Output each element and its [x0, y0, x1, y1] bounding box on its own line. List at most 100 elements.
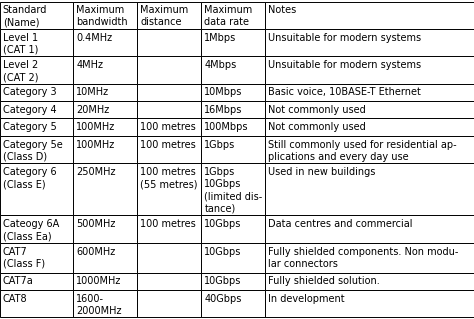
Bar — [265, 290, 474, 317]
Text: Not commonly used: Not commonly used — [268, 122, 366, 132]
Text: Fully shielded components. Non modu-
lar connectors: Fully shielded components. Non modu- lar… — [268, 247, 459, 269]
Text: Category 5: Category 5 — [3, 122, 56, 132]
Bar — [73, 290, 137, 317]
Text: 100 metres: 100 metres — [140, 219, 196, 229]
Bar — [73, 29, 137, 56]
Text: Category 5e
(Class D): Category 5e (Class D) — [3, 140, 63, 162]
Bar — [73, 2, 137, 29]
Bar — [265, 163, 474, 215]
Bar — [265, 84, 474, 101]
Text: Still commonly used for residential ap-
plications and every day use: Still commonly used for residential ap- … — [268, 140, 457, 162]
Text: Fully shielded solution.: Fully shielded solution. — [268, 277, 380, 286]
Text: Maximum
distance: Maximum distance — [140, 5, 189, 27]
Text: 1Mbps: 1Mbps — [204, 33, 237, 43]
Text: Unsuitable for modern systems: Unsuitable for modern systems — [268, 60, 421, 70]
Bar — [265, 136, 474, 163]
Text: Unsuitable for modern systems: Unsuitable for modern systems — [268, 33, 421, 43]
Bar — [0, 29, 73, 56]
Bar — [137, 215, 201, 243]
Text: 100 metres: 100 metres — [140, 122, 196, 132]
Text: 10Gbps: 10Gbps — [204, 277, 242, 286]
Bar — [137, 2, 201, 29]
Text: Category 3: Category 3 — [3, 87, 56, 98]
Text: 10MHz: 10MHz — [76, 87, 109, 98]
Text: 40Gbps: 40Gbps — [204, 294, 242, 304]
Text: 1Gbps: 1Gbps — [204, 140, 236, 150]
Bar — [0, 118, 73, 136]
Bar — [201, 56, 265, 84]
Bar — [137, 290, 201, 317]
Bar — [201, 29, 265, 56]
Bar — [73, 118, 137, 136]
Text: Cateogy 6A
(Class Ea): Cateogy 6A (Class Ea) — [3, 219, 59, 241]
Bar — [137, 118, 201, 136]
Text: 10Mbps: 10Mbps — [204, 87, 243, 98]
Bar — [73, 101, 137, 118]
Text: Notes: Notes — [268, 5, 297, 15]
Text: 600MHz: 600MHz — [76, 247, 116, 256]
Bar — [201, 2, 265, 29]
Bar — [0, 273, 73, 290]
Bar — [265, 215, 474, 243]
Text: 100MHz: 100MHz — [76, 140, 116, 150]
Text: Maximum
data rate: Maximum data rate — [204, 5, 253, 27]
Bar — [265, 101, 474, 118]
Bar — [201, 163, 265, 215]
Bar — [73, 136, 137, 163]
Bar — [137, 84, 201, 101]
Text: CAT7a: CAT7a — [3, 277, 34, 286]
Bar — [0, 136, 73, 163]
Bar — [0, 290, 73, 317]
Bar — [265, 118, 474, 136]
Text: CAT8: CAT8 — [3, 294, 27, 304]
Bar — [201, 136, 265, 163]
Bar — [0, 84, 73, 101]
Text: 10Gbps: 10Gbps — [204, 219, 242, 229]
Text: Category 4: Category 4 — [3, 105, 56, 115]
Bar — [0, 101, 73, 118]
Bar — [137, 163, 201, 215]
Bar — [137, 56, 201, 84]
Bar — [137, 243, 201, 273]
Text: 1000MHz: 1000MHz — [76, 277, 122, 286]
Text: CAT7
(Class F): CAT7 (Class F) — [3, 247, 45, 269]
Text: 100 metres: 100 metres — [140, 140, 196, 150]
Bar — [201, 290, 265, 317]
Bar — [73, 243, 137, 273]
Text: Basic voice, 10BASE-T Ethernet: Basic voice, 10BASE-T Ethernet — [268, 87, 421, 98]
Bar — [73, 56, 137, 84]
Bar — [201, 273, 265, 290]
Text: 16Mbps: 16Mbps — [204, 105, 243, 115]
Text: 1Gbps
10Gbps
(limited dis-
tance): 1Gbps 10Gbps (limited dis- tance) — [204, 167, 263, 213]
Text: 500MHz: 500MHz — [76, 219, 116, 229]
Bar — [201, 215, 265, 243]
Bar — [265, 243, 474, 273]
Bar — [73, 215, 137, 243]
Text: 20MHz: 20MHz — [76, 105, 109, 115]
Bar — [265, 2, 474, 29]
Bar — [73, 163, 137, 215]
Bar — [137, 273, 201, 290]
Bar — [73, 84, 137, 101]
Bar — [137, 29, 201, 56]
Bar — [201, 84, 265, 101]
Bar — [0, 243, 73, 273]
Bar — [0, 56, 73, 84]
Bar — [73, 273, 137, 290]
Text: Level 1
(CAT 1): Level 1 (CAT 1) — [3, 33, 38, 55]
Text: Data centres and commercial: Data centres and commercial — [268, 219, 413, 229]
Text: 250MHz: 250MHz — [76, 167, 116, 177]
Text: Not commonly used: Not commonly used — [268, 105, 366, 115]
Bar — [137, 136, 201, 163]
Text: Category 6
(Class E): Category 6 (Class E) — [3, 167, 56, 189]
Bar — [265, 29, 474, 56]
Text: 100MHz: 100MHz — [76, 122, 116, 132]
Bar — [0, 215, 73, 243]
Bar — [201, 118, 265, 136]
Text: 0.4MHz: 0.4MHz — [76, 33, 112, 43]
Text: In development: In development — [268, 294, 345, 304]
Text: Standard
(Name): Standard (Name) — [3, 5, 47, 27]
Text: Used in new buildings: Used in new buildings — [268, 167, 376, 177]
Text: Level 2
(CAT 2): Level 2 (CAT 2) — [3, 60, 38, 82]
Text: 100Mbps: 100Mbps — [204, 122, 249, 132]
